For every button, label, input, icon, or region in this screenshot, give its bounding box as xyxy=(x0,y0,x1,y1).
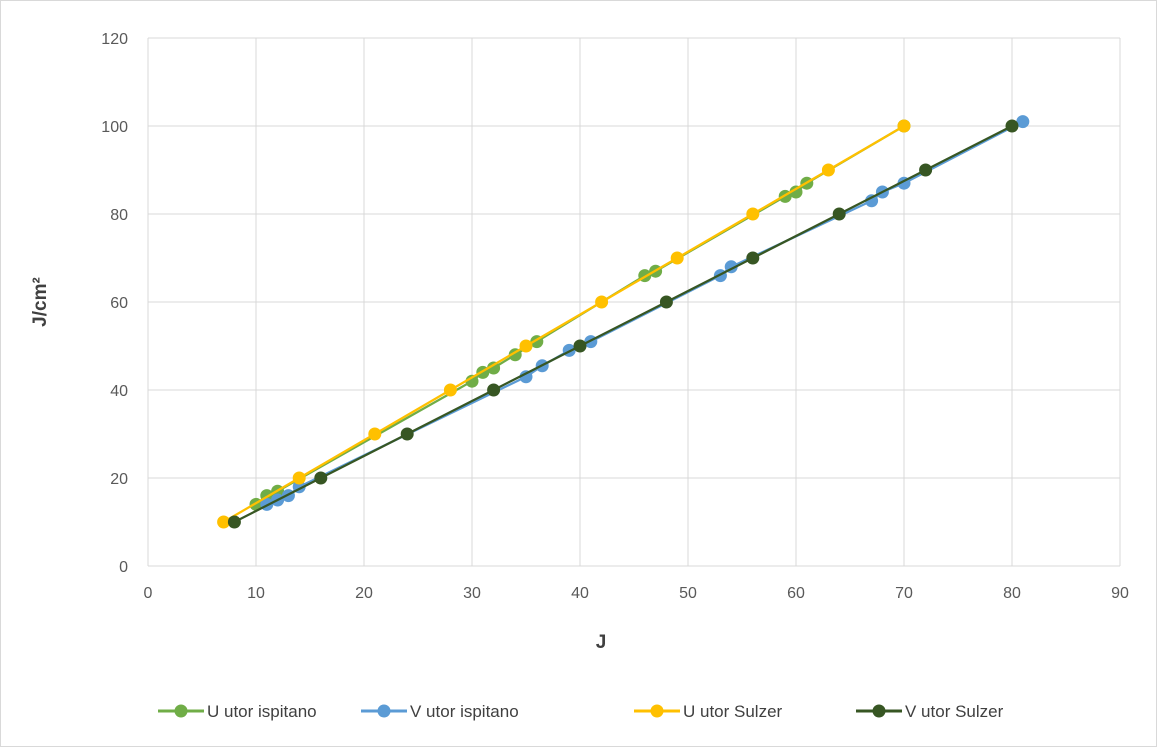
data-point xyxy=(314,471,328,485)
x-tick-label: 60 xyxy=(787,585,805,602)
data-point xyxy=(821,163,835,177)
data-point xyxy=(519,370,533,384)
x-tick-label: 90 xyxy=(1111,585,1129,602)
y-axis-title: J/cm² xyxy=(30,277,51,327)
data-point xyxy=(217,515,231,529)
data-point xyxy=(1016,115,1030,129)
legend-entry: U utor ispitano xyxy=(158,702,317,721)
y-tick-label: 120 xyxy=(101,31,128,48)
legend-marker xyxy=(872,704,886,718)
x-tick-label: 70 xyxy=(895,585,913,602)
data-point xyxy=(865,194,879,208)
series-line xyxy=(223,125,905,523)
legend-marker xyxy=(174,704,188,718)
data-point xyxy=(897,119,911,133)
x-tick-label: 40 xyxy=(571,585,589,602)
legend-label: U utor ispitano xyxy=(207,702,317,721)
y-tick-label: 80 xyxy=(110,207,128,224)
data-point xyxy=(227,515,241,529)
y-tick-label: 0 xyxy=(119,559,128,576)
data-point xyxy=(443,383,457,397)
legend-marker xyxy=(650,704,664,718)
x-tick-label: 30 xyxy=(463,585,481,602)
x-tick-label: 50 xyxy=(679,585,697,602)
data-point xyxy=(789,185,803,199)
x-tick-label: 10 xyxy=(247,585,265,602)
data-point xyxy=(292,471,306,485)
legend-marker xyxy=(377,704,391,718)
legend: U utor ispitano V utor ispitano U utor Sul… xyxy=(158,702,1004,721)
x-axis-title: J xyxy=(596,632,607,653)
y-tick-label: 20 xyxy=(110,471,128,488)
data-point xyxy=(919,163,933,177)
data-point xyxy=(368,427,382,441)
y-tick-label: 40 xyxy=(110,383,128,400)
data-point xyxy=(1005,119,1019,133)
series-3 xyxy=(227,119,1019,529)
data-point xyxy=(595,295,609,309)
x-tick-label: 20 xyxy=(355,585,373,602)
data-point xyxy=(670,251,684,265)
y-tick-label: 60 xyxy=(110,295,128,312)
series-line xyxy=(233,124,1013,524)
data-point xyxy=(746,207,760,221)
data-point xyxy=(832,207,846,221)
legend-entry: V utor ispitano xyxy=(361,702,519,721)
legend-label: V utor Sulzer xyxy=(905,702,1004,721)
series-layer xyxy=(217,115,1030,529)
series-2 xyxy=(217,119,911,529)
legend-label: U utor Sulzer xyxy=(683,702,783,721)
data-point xyxy=(573,339,587,353)
data-point xyxy=(465,374,479,388)
y-tick-label: 100 xyxy=(101,119,128,136)
data-point xyxy=(519,339,533,353)
legend-label: V utor ispitano xyxy=(410,702,519,721)
data-point xyxy=(487,383,501,397)
data-point xyxy=(746,251,760,265)
legend-entry: V utor Sulzer xyxy=(856,702,1004,721)
legend-entry: U utor Sulzer xyxy=(634,702,783,721)
data-point xyxy=(487,361,501,375)
tick-labels: 0 10 20 30 40 50 60 70 80 90 0 20 40 60 80 100 120 xyxy=(101,31,1129,602)
data-point xyxy=(400,427,414,441)
x-tick-label: 80 xyxy=(1003,585,1021,602)
data-point xyxy=(659,295,673,309)
x-tick-label: 0 xyxy=(144,585,153,602)
